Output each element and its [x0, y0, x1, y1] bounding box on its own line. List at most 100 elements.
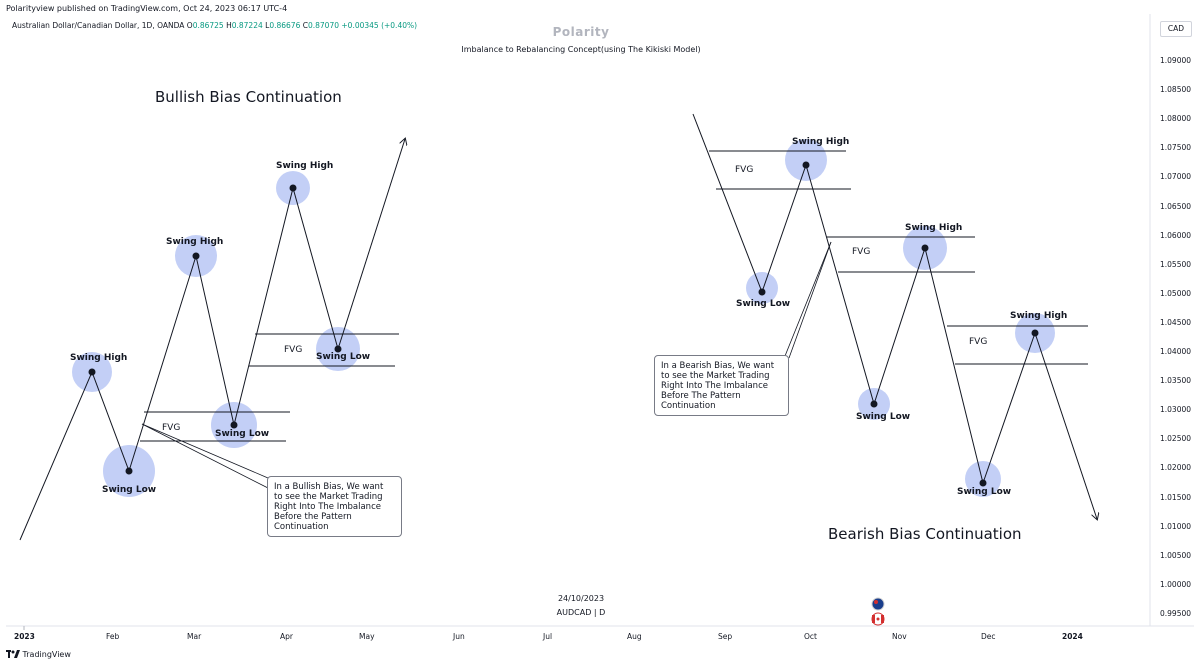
note-line: to see the Market Trading: [661, 371, 770, 381]
time-label-jul: Jul: [543, 632, 553, 641]
tradingview-label: TradingView: [22, 650, 71, 659]
bullish-title: Bullish Bias Continuation: [155, 88, 342, 106]
bear-label-swing-low-3: Swing Low: [957, 487, 1012, 497]
bull-label-fvg-1: FVG: [162, 423, 181, 433]
bull-pivot-dot: [334, 345, 342, 353]
change-value: +0.00345 (+0.40%): [341, 21, 418, 30]
time-label-sep: Sep: [718, 632, 733, 641]
bull-note-pointer: [141, 423, 269, 489]
bear-label-fvg-1: FVG: [735, 165, 754, 175]
bull-label-swing-high-1: Swing High: [70, 353, 128, 363]
time-label-nov: Nov: [892, 632, 907, 641]
event-flags[interactable]: [870, 597, 886, 627]
bear-pivot-dot: [1031, 329, 1039, 337]
bear-pivot-dot: [870, 400, 878, 408]
high-label: H: [226, 21, 232, 30]
bull-pivot-dot: [289, 184, 297, 192]
price-label: 1.08500: [1160, 85, 1192, 95]
bear-label-fvg-3: FVG: [969, 337, 988, 347]
watermark-date: 24/10/2023: [557, 594, 605, 603]
note-line: Right Into The Imbalance: [661, 381, 768, 391]
bullish-note[interactable]: In a Bullish Bias, We want to see the Ma…: [267, 476, 402, 537]
price-label: 1.00500: [1160, 550, 1192, 560]
chart-subtitle: Imbalance to Rebalancing Concept(using T…: [461, 45, 701, 54]
bear-label-swing-high-1: Swing High: [792, 137, 850, 147]
note-line: to see the Market Trading: [274, 492, 383, 502]
bull-label-swing-low-3: Swing Low: [316, 352, 371, 362]
bearish-title: Bearish Bias Continuation: [828, 525, 1022, 543]
bear-swing-low-1-circle: [746, 272, 778, 304]
price-label: 1.03000: [1160, 405, 1192, 415]
bear-pivot-dot: [921, 244, 929, 252]
bear-note-pointer-2: [788, 241, 832, 359]
bull-label-fvg-2: FVG: [284, 345, 303, 355]
time-label-oct: Oct: [804, 632, 817, 641]
symbol-legend: Australian Dollar/Canadian Dollar, 1D, O…: [12, 21, 417, 30]
time-label-may: May: [359, 632, 375, 641]
bearish-note[interactable]: In a Bearish Bias, We want to see the Ma…: [654, 355, 789, 416]
note-line: Continuation: [661, 401, 716, 411]
price-label: 1.05000: [1160, 288, 1192, 298]
watermark-symbol: AUDCAD | D: [556, 608, 606, 617]
bull-pivot-dot: [230, 421, 238, 429]
tradingview-logo[interactable]: TradingView: [6, 650, 71, 659]
bull-label-swing-low-1: Swing Low: [102, 485, 157, 495]
close-label: C: [302, 21, 308, 30]
price-label: 1.01000: [1160, 521, 1192, 531]
bear-pivot-dot: [758, 288, 766, 296]
price-label: 1.07500: [1160, 143, 1192, 153]
bear-swing-high-1-circle: [785, 139, 827, 181]
bull-pivot-dot: [192, 252, 200, 260]
bull-label-swing-low-2: Swing Low: [215, 429, 270, 439]
bearish-swing-circles: [746, 139, 1055, 497]
price-label: 1.08000: [1160, 114, 1192, 124]
time-label-apr: Apr: [280, 632, 293, 641]
price-label: 1.02000: [1160, 463, 1192, 473]
price-label: 1.06500: [1160, 201, 1192, 211]
bearish-continuation-arrow: [1034, 332, 1097, 519]
tradingview-icon: [6, 650, 20, 658]
bull-pivot-dot: [88, 368, 96, 376]
note-line: Before The Pattern: [661, 391, 741, 401]
brand-watermark: Polarity: [552, 25, 610, 39]
bear-label-swing-high-2: Swing High: [905, 223, 963, 233]
price-label: 1.09000: [1160, 56, 1192, 65]
bear-label-swing-high-3: Swing High: [1010, 311, 1068, 321]
symbol-description: Australian Dollar/Canadian Dollar, 1D, O…: [12, 21, 185, 30]
time-label-feb: Feb: [106, 632, 120, 641]
price-label: 1.03500: [1160, 376, 1192, 386]
low-label: L: [265, 21, 270, 30]
bear-pivot-dot: [802, 161, 810, 169]
bear-note-pointer: [784, 241, 832, 357]
time-label-jun: Jun: [453, 632, 465, 641]
note-line: In a Bullish Bias, We want: [274, 482, 384, 492]
price-label: 1.04000: [1160, 347, 1192, 356]
time-label-2024: 2024: [1062, 632, 1083, 641]
note-line: Before the Pattern: [274, 512, 352, 522]
high-value: 0.87224: [231, 21, 263, 30]
price-label: 1.06000: [1160, 230, 1192, 240]
bull-note-pointer-2: [141, 423, 269, 479]
low-value: 0.86676: [269, 21, 301, 30]
bear-label-swing-low-1: Swing Low: [736, 299, 791, 309]
open-label: O: [186, 21, 193, 30]
close-value: 0.87070: [307, 21, 339, 30]
bull-label-swing-high-2: Swing High: [166, 237, 224, 247]
open-value: 0.86725: [192, 21, 224, 30]
note-line: Continuation: [274, 522, 329, 532]
price-label: 1.00000: [1160, 579, 1192, 589]
price-label: 1.04500: [1160, 317, 1192, 327]
price-label: 1.07000: [1160, 172, 1192, 182]
note-line: Right Into The Imbalance: [274, 502, 381, 512]
bear-label-fvg-2: FVG: [852, 247, 871, 257]
currency-button[interactable]: CAD: [1160, 21, 1192, 37]
bear-swing-low-3-circle: [965, 461, 1001, 497]
australia-flag-icon: [871, 597, 885, 611]
price-label: 1.05500: [1160, 259, 1192, 269]
time-label-dec: Dec: [981, 632, 996, 641]
note-line: In a Bearish Bias, We want: [661, 361, 775, 371]
time-label-2023: 2023: [14, 632, 35, 641]
bear-label-swing-low-2: Swing Low: [856, 412, 911, 422]
bull-label-swing-high-3: Swing High: [276, 161, 334, 171]
